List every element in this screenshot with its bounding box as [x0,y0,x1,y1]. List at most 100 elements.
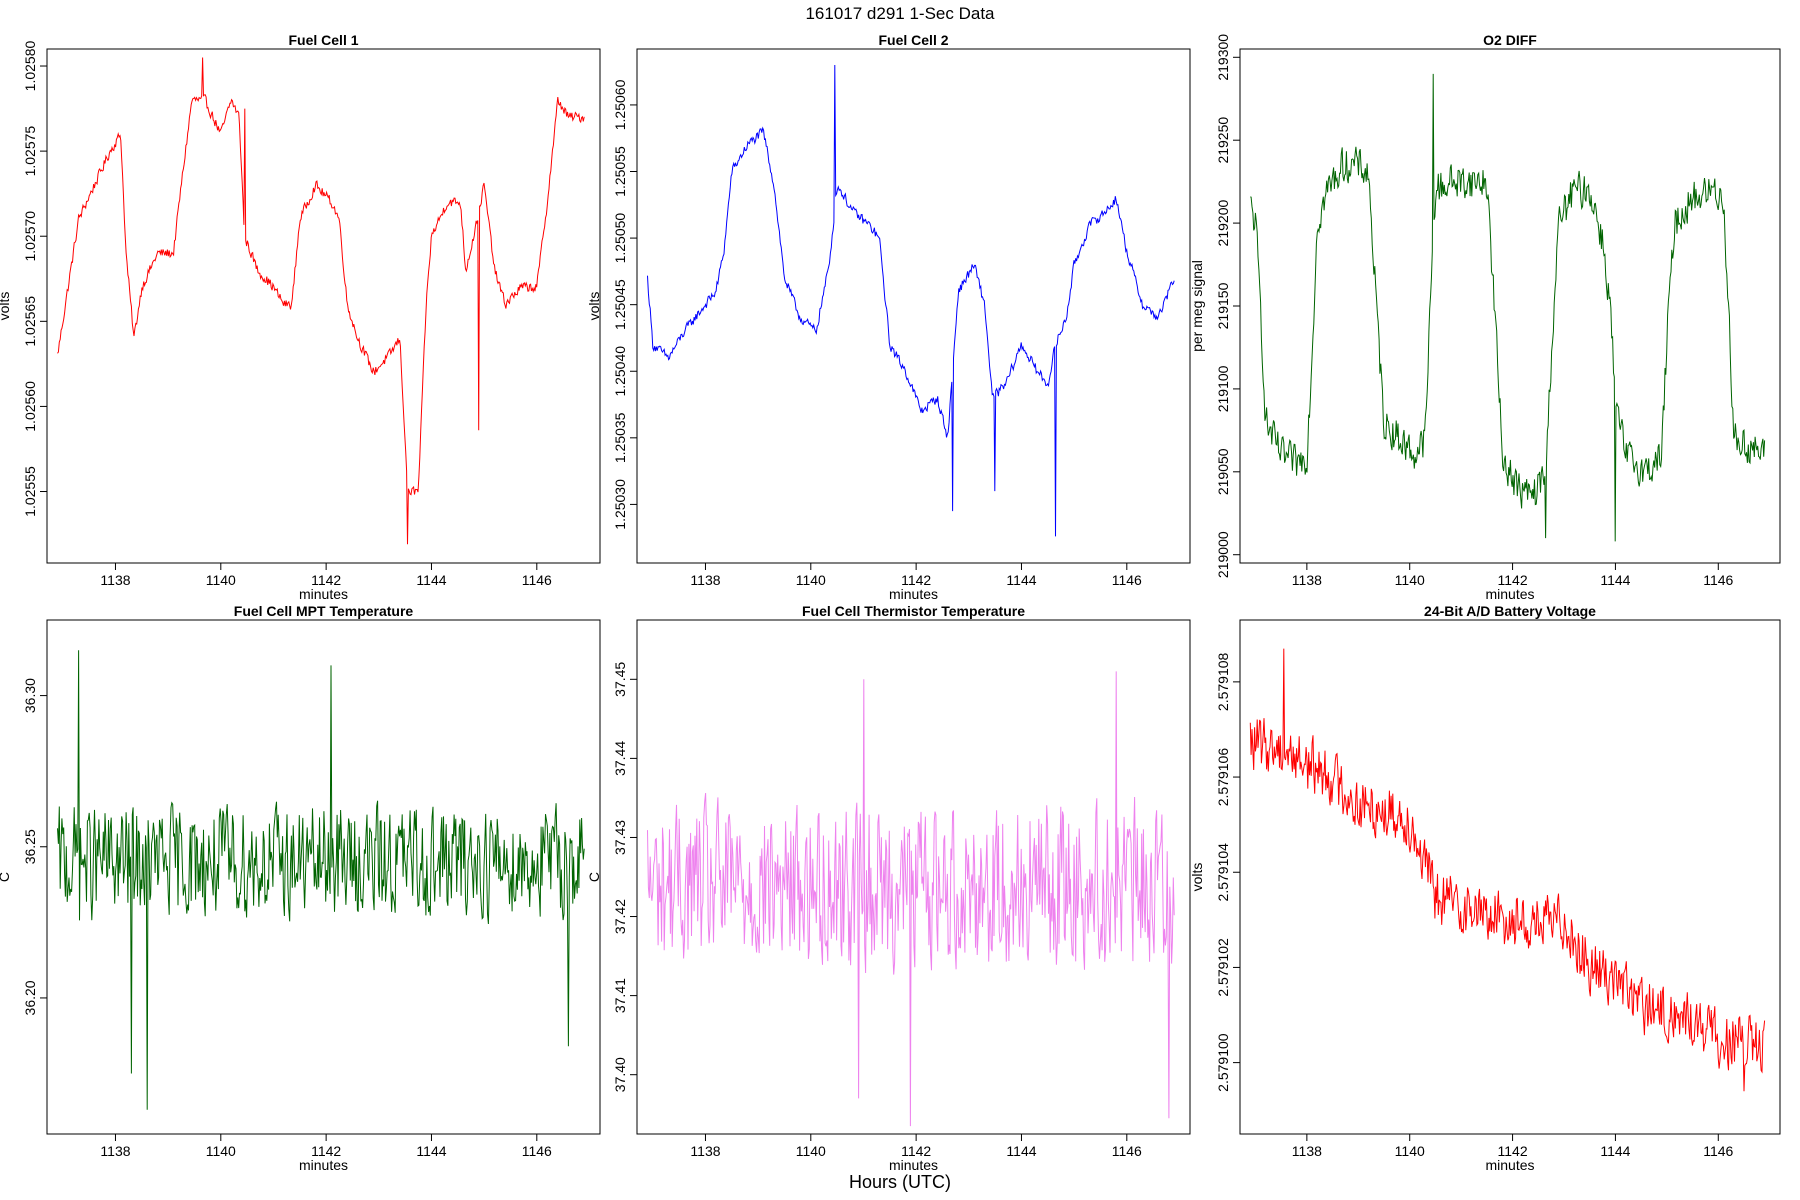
chart-panel: Fuel Cell 1 1138 1140 1142 1144 1146 minutes 1.… [0,32,601,602]
y-tick-label: 1.02560 [22,381,38,432]
y-tick-label: 219150 [1215,282,1231,329]
series-line [647,64,1175,537]
chart-title: Fuel Cell 1 [288,32,358,48]
y-tick-label: 36.30 [22,678,38,713]
plot-frame [46,619,601,1135]
x-tick-label: 1140 [796,1143,826,1159]
plot-frame [636,48,1191,564]
y-tick-label: 219250 [1215,117,1231,164]
y-axis-label: volts [1189,863,1205,892]
chart-title: 24-Bit A/D Battery Voltage [1424,603,1596,619]
y-axis-label: volts [586,292,602,321]
x-tick-label: 1144 [1600,1143,1630,1159]
y-tick-label: 219000 [1215,531,1231,578]
y-tick-label: 1.25040 [612,346,628,397]
y-tick-label: 2.579104 [1215,843,1231,902]
y-tick-label: 37.40 [612,1057,628,1092]
chart-panel: Fuel Cell MPT Temperature 1138 1140 1142 114… [0,603,601,1173]
x-tick-label: 1142 [901,572,931,588]
chart-panel: Fuel Cell 2 1138 1140 1142 1144 1146 minutes 1.… [586,32,1191,602]
plot-frame [636,619,1191,1135]
y-axis-label: per meg signal [1189,260,1205,352]
x-tick-label: 1146 [1112,572,1142,588]
x-tick-label: 1140 [206,572,236,588]
chart-panel: Fuel Cell Thermistor Temperature 1138 1140… [586,603,1191,1173]
x-tick-label: 1138 [690,572,720,588]
y-tick-label: 1.25060 [612,79,628,130]
x-tick-label: 1142 [311,1143,341,1159]
x-axis-label: minutes [889,1157,938,1173]
y-axis-label: volts [0,292,12,321]
x-tick-label: 1142 [311,572,341,588]
chart-title: Fuel Cell Thermistor Temperature [802,603,1025,619]
plot-frame [1239,619,1781,1135]
x-tick-label: 1142 [901,1143,931,1159]
series-line [57,650,585,1110]
y-tick-label: 2.579108 [1215,652,1231,711]
y-tick-label: 219100 [1215,365,1231,412]
x-tick-label: 1144 [416,572,446,588]
y-tick-label: 2.579106 [1215,748,1231,807]
y-tick-label: 1.25035 [612,412,628,463]
x-tick-label: 1140 [796,572,826,588]
y-tick-label: 37.43 [612,820,628,855]
y-tick-label: 1.25045 [612,279,628,330]
y-tick-label: 219200 [1215,200,1231,247]
x-tick-label: 1138 [1292,572,1322,588]
chart-panel: 24-Bit A/D Battery Voltage 1138 1140 1142 11… [1189,603,1781,1173]
x-tick-label: 1140 [1395,1143,1425,1159]
y-tick-label: 219050 [1215,448,1231,495]
chart-title: Fuel Cell 2 [878,32,948,48]
y-tick-label: 36.20 [22,980,38,1015]
plot-frame [1239,48,1781,564]
y-axis-label: C [586,872,602,882]
chart-panel: O2 DIFF 1138 1140 1142 1144 1146 minutes 219000… [1189,32,1781,602]
y-tick-label: 37.45 [612,662,628,697]
figure-outer-xlabel: Hours (UTC) [849,1172,951,1192]
x-tick-label: 1144 [1006,1143,1036,1159]
y-tick-label: 1.02555 [22,466,38,517]
y-tick-label: 36.25 [22,829,38,864]
x-axis-label: minutes [299,586,348,602]
y-tick-label: 219300 [1215,34,1231,81]
plot-frame [46,48,601,564]
x-tick-label: 1142 [1498,572,1528,588]
x-tick-label: 1146 [1703,1143,1733,1159]
series-line [647,671,1175,1127]
x-tick-label: 1146 [1703,572,1733,588]
y-tick-label: 37.42 [612,899,628,934]
x-tick-label: 1140 [206,1143,236,1159]
x-tick-label: 1138 [100,572,130,588]
x-axis-label: minutes [1485,1157,1534,1173]
y-tick-label: 1.02570 [22,211,38,262]
chart-title: Fuel Cell MPT Temperature [234,603,414,619]
x-tick-label: 1138 [1292,1143,1322,1159]
series-line [57,57,585,545]
x-tick-label: 1146 [522,1143,552,1159]
figure-title: 161017 d291 1-Sec Data [805,4,995,23]
y-tick-label: 37.41 [612,978,628,1013]
x-tick-label: 1138 [100,1143,130,1159]
x-tick-label: 1142 [1498,1143,1528,1159]
x-tick-label: 1146 [1112,1143,1142,1159]
y-tick-label: 2.579102 [1215,938,1231,997]
x-axis-label: minutes [299,1157,348,1173]
y-tick-label: 1.02575 [22,126,38,177]
x-axis-label: minutes [1485,586,1534,602]
chart-title: O2 DIFF [1483,32,1537,48]
x-tick-label: 1140 [1395,572,1425,588]
y-tick-label: 1.02580 [22,41,38,92]
x-tick-label: 1138 [690,1143,720,1159]
x-tick-label: 1144 [416,1143,446,1159]
y-tick-label: 2.579100 [1215,1033,1231,1092]
y-tick-label: 1.02565 [22,296,38,347]
y-tick-label: 1.25050 [612,213,628,264]
x-axis-label: minutes [889,586,938,602]
y-tick-label: 1.25030 [612,479,628,530]
x-tick-label: 1144 [1600,572,1630,588]
y-tick-label: 1.25055 [612,146,628,197]
x-tick-label: 1144 [1006,572,1036,588]
y-tick-label: 37.44 [612,741,628,776]
y-axis-label: C [0,872,12,882]
